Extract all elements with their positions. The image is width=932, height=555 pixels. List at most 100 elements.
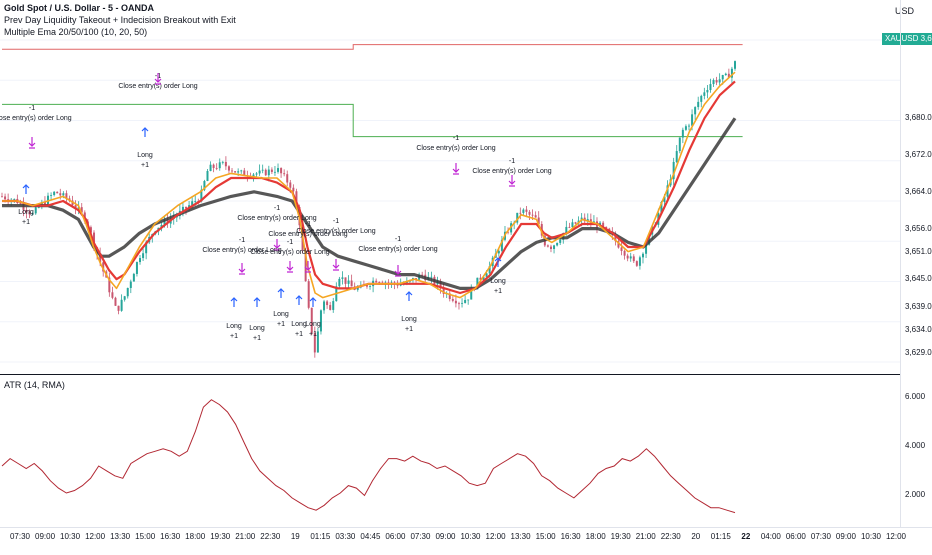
candle-body xyxy=(451,298,454,301)
price-axis-label: 3,629.000 xyxy=(905,347,932,357)
indicator-legend-liquidity[interactable]: Prev Day Liquidity Takeout + Indecision … xyxy=(4,15,236,25)
candle-body xyxy=(304,250,307,282)
candle-body xyxy=(356,287,359,290)
time-axis-label: 12:00 xyxy=(85,532,106,541)
exit-arrow-icon xyxy=(238,263,246,275)
exit-qty-label: -1 xyxy=(305,221,311,228)
long-arrow-icon xyxy=(405,291,413,301)
candle-body xyxy=(347,280,350,284)
atr-axis-label: 6.000 xyxy=(905,392,926,402)
candle-body xyxy=(430,276,433,278)
candle-body xyxy=(1,196,3,198)
candle-body xyxy=(666,185,669,197)
candle xyxy=(329,301,332,311)
candle xyxy=(313,326,316,358)
time-axis-label: 06:00 xyxy=(785,532,806,541)
candle-body xyxy=(310,307,313,333)
candle-body xyxy=(522,209,525,213)
candle xyxy=(31,211,34,216)
entry-qty-label: +1 xyxy=(22,219,30,226)
candle xyxy=(56,191,59,194)
time-axis-label: 19:30 xyxy=(210,532,231,541)
time-axis-label: 18:00 xyxy=(585,532,606,541)
candle-body xyxy=(47,195,50,205)
time-axis-label: 01:15 xyxy=(310,532,331,541)
long-label: Long xyxy=(291,321,307,328)
long-label: Long xyxy=(305,321,321,328)
candle-body xyxy=(703,92,706,96)
close-order-label: Close entry(s) order Long xyxy=(0,115,72,122)
candle-body xyxy=(338,278,341,287)
entry-qty-label: +1 xyxy=(309,331,317,338)
candle-body xyxy=(672,161,675,180)
time-axis-label: 16:30 xyxy=(560,532,581,541)
candle-body xyxy=(4,196,7,200)
candle-body xyxy=(28,212,31,215)
candle xyxy=(448,290,451,302)
candle xyxy=(467,299,470,305)
ema-mid-line xyxy=(2,80,736,295)
candle xyxy=(534,211,537,218)
candle-body xyxy=(568,226,571,228)
time-axis-label: 03:30 xyxy=(335,532,356,541)
prev-day-high-line xyxy=(2,44,743,50)
candle xyxy=(206,168,209,182)
candle-body xyxy=(126,287,129,297)
long-label: Long xyxy=(18,209,34,216)
close-order-label: Close entry(s) order Long xyxy=(202,247,281,254)
candle-body xyxy=(528,211,531,215)
candle-body xyxy=(206,171,209,182)
exit-qty-label: -1 xyxy=(287,239,293,246)
pane-separator[interactable] xyxy=(0,374,900,375)
entry-qty-label: +1 xyxy=(494,288,502,295)
candle xyxy=(132,272,135,282)
time-axis-label: 15:00 xyxy=(135,532,156,541)
candle xyxy=(53,190,56,197)
candle-body xyxy=(663,196,666,202)
candle xyxy=(703,87,706,100)
time-axis-label: 07:30 xyxy=(410,532,431,541)
candle xyxy=(519,207,522,220)
candles xyxy=(1,60,736,358)
indicator-legend-atr[interactable]: ATR (14, RMA) xyxy=(4,380,65,390)
candle-body xyxy=(546,245,549,247)
candle-body xyxy=(574,222,577,224)
long-label: Long xyxy=(273,311,289,318)
candle xyxy=(525,205,528,218)
time-axis-label: 21:00 xyxy=(635,532,656,541)
candle xyxy=(117,305,120,315)
candle xyxy=(546,244,549,248)
entry-qty-label: +1 xyxy=(295,331,303,338)
exit-qty-label: -1 xyxy=(509,158,515,165)
price-tag-symbol: XAUUSD xyxy=(885,34,919,43)
candle-body xyxy=(549,246,552,249)
candle-body xyxy=(80,207,83,213)
candle xyxy=(461,298,464,308)
time-axis-label: 09:00 xyxy=(35,532,56,541)
indicator-legend-ema[interactable]: Multiple Ema 20/50/100 (10, 20, 50) xyxy=(4,27,148,37)
candle xyxy=(681,127,684,144)
close-order-label: Close entry(s) order Long xyxy=(118,83,197,90)
currency-label[interactable]: USD xyxy=(894,6,914,16)
candle xyxy=(240,169,243,174)
candle xyxy=(74,200,77,215)
candle-body xyxy=(531,214,534,216)
candle-body xyxy=(691,114,694,126)
candle xyxy=(264,168,267,177)
candle xyxy=(114,296,117,307)
candle-body xyxy=(660,201,663,213)
price-tag-value: 3,694.975 xyxy=(920,34,932,43)
candle xyxy=(568,222,571,229)
candle-body xyxy=(344,277,347,284)
candle xyxy=(215,163,218,171)
candle-body xyxy=(114,297,117,306)
candle-body xyxy=(191,201,194,206)
candle-body xyxy=(329,305,332,310)
candle-body xyxy=(589,219,592,223)
candle-body xyxy=(313,332,316,353)
candle xyxy=(626,253,629,262)
symbol-title[interactable]: Gold Spot / U.S. Dollar - 5 - OANDA xyxy=(4,3,155,13)
candle xyxy=(1,192,3,198)
